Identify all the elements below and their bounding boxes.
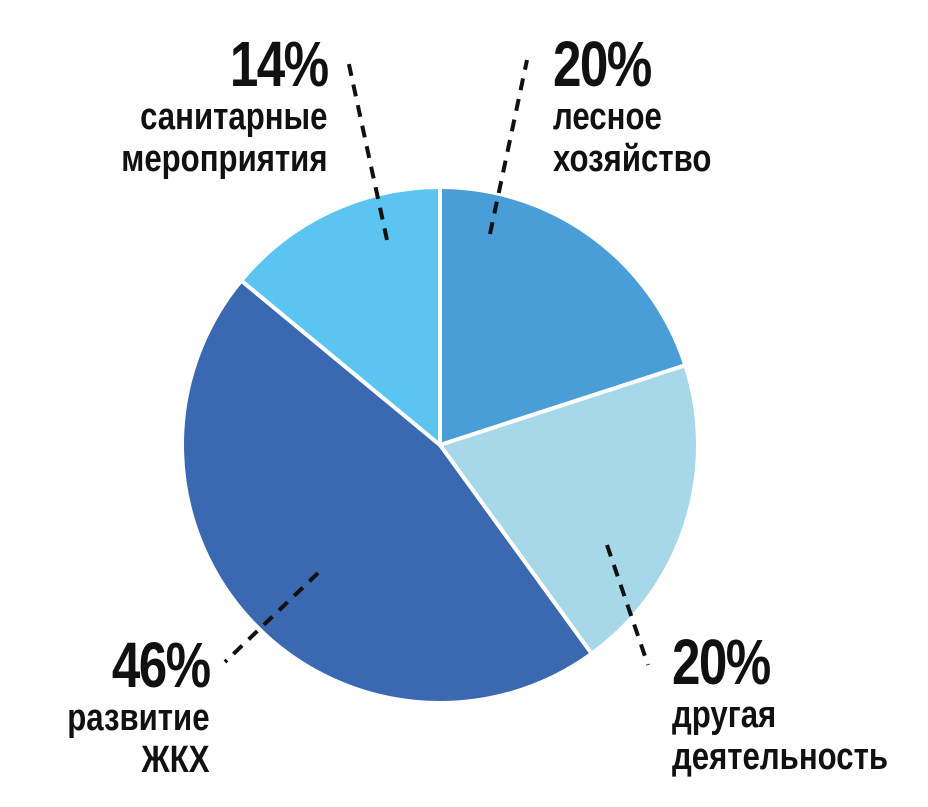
slice-label: 20% лесное хозяйство: [553, 32, 746, 180]
pie-slice: [238, 184, 442, 450]
leaders: [223, 59, 650, 666]
percent-label: 20%: [553, 28, 652, 100]
leader-line: [605, 544, 650, 666]
leader-line: [488, 59, 529, 235]
percent-label: 20%: [672, 626, 771, 698]
category-label: другая деятельность: [672, 694, 889, 778]
slice-label: 20% другая деятельность: [672, 630, 928, 778]
percent-label: 46%: [112, 629, 211, 701]
pie-slice: [180, 277, 595, 705]
slice-label: 14% санитарные мероприятия: [76, 28, 329, 180]
category-label: развитие ЖКХ: [67, 697, 210, 781]
slice-label: 46% развитие ЖКХ: [36, 629, 212, 781]
category-label: лесное хозяйство: [553, 96, 712, 180]
leader-line: [346, 59, 389, 241]
percent-label: 14%: [229, 28, 328, 100]
category-label: санитарные мероприятия: [120, 96, 328, 180]
pie-slice: [436, 362, 700, 657]
pie-slice: [438, 184, 688, 448]
leader-line: [223, 571, 320, 664]
